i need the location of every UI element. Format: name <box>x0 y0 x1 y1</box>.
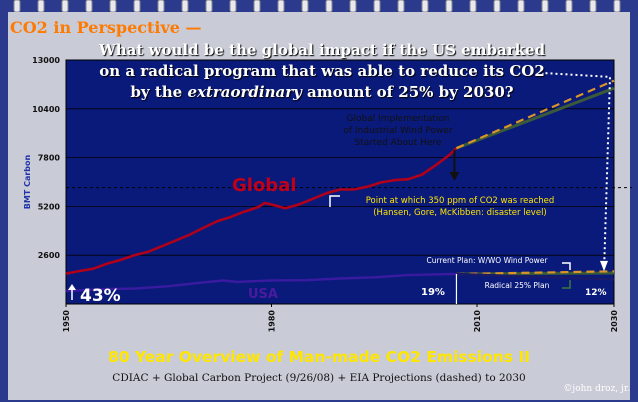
binder-ring <box>277 0 285 12</box>
binder-ring <box>325 0 333 12</box>
x-tick-label: 2030 <box>610 310 619 333</box>
binder-ring <box>541 0 549 12</box>
binder-ring <box>397 0 405 12</box>
binder-ring <box>613 0 621 12</box>
question-line-3: by the extraordinary amount of 25% by 20… <box>130 83 514 101</box>
binder-ring <box>565 0 573 12</box>
plot-area <box>65 59 615 305</box>
binder-ring <box>37 0 45 12</box>
series-radical-plan-line <box>456 272 615 281</box>
y-tick-label: 5200 <box>38 202 61 211</box>
x-tick-label: 1950 <box>62 310 71 333</box>
binder-ring <box>373 0 381 12</box>
binder-ring <box>157 0 165 12</box>
y-tick-label: 7800 <box>38 154 61 163</box>
question-text: What would be the global impact if the U… <box>92 40 552 103</box>
emphasis-word: extraordinary <box>187 83 302 101</box>
radical-plan-bracket <box>562 280 571 289</box>
wind-note-line-3: Started About Here <box>355 138 442 148</box>
binder-ring <box>517 0 525 12</box>
series-usa-line <box>65 272 457 293</box>
copyright-text: ©john droz, jr. <box>563 384 630 394</box>
series-global-line <box>65 147 458 275</box>
binder-ring <box>589 0 597 12</box>
label-global: Global <box>232 175 297 196</box>
binder-ring <box>205 0 213 12</box>
binder-ring <box>445 0 453 12</box>
dotted-arrow-head <box>600 260 608 272</box>
slide-title: CO2 in Perspective — <box>10 18 202 37</box>
binder-ring <box>181 0 189 12</box>
binder-rings <box>13 0 621 12</box>
up-arrow-43-head <box>68 284 76 290</box>
y-tick-label: 10400 <box>32 105 60 114</box>
radical-plan-label: Radical 25% Plan <box>485 281 550 290</box>
binder-ring <box>421 0 429 12</box>
ppm-note-line-1: Point at which 350 ppm of CO2 was reache… <box>366 196 555 206</box>
ppm-note-bracket <box>329 195 340 207</box>
binder-ring <box>469 0 477 12</box>
series-wind-power-line <box>455 86 615 150</box>
current-plan-label: Current Plan: W/WO Wind Power <box>427 256 549 265</box>
ppm-note-line-2: (Hansen, Gore, McKibben: disaster level) <box>373 208 547 218</box>
dotted-comparison-arrow <box>545 72 612 273</box>
question-line-2: on a radical program that was able to re… <box>99 62 545 80</box>
binder-ring <box>133 0 141 12</box>
footer-title: 80 Year Overview of Man-made CO2 Emissio… <box>107 348 530 366</box>
question-line-1: What would be the global impact if the U… <box>98 41 546 59</box>
binder-ring <box>229 0 237 12</box>
x-tick-label: 2010 <box>473 310 482 333</box>
binder-ring <box>13 0 21 12</box>
wind-note-line-2: of Industrial Wind Power <box>343 126 453 136</box>
percent-12: 12% <box>585 288 607 298</box>
binder-ring <box>253 0 261 12</box>
series-usa-projection-dashed <box>456 270 615 276</box>
wind-note-arrow-head <box>449 172 460 181</box>
footer-subtitle: CDIAC + Global Carbon Project (9/26/08) … <box>112 372 526 384</box>
binder-ring <box>349 0 357 12</box>
current-plan-bracket <box>562 262 571 270</box>
percent-19: 19% <box>421 287 445 298</box>
percent-43: 43% <box>80 286 121 306</box>
y-tick-label: 2600 <box>38 251 61 260</box>
series-global-projection-dashed <box>455 79 615 150</box>
binder-ring <box>301 0 309 12</box>
wind-note-line-1: Global Implementation <box>346 114 449 124</box>
binder-ring <box>85 0 93 12</box>
binder-ring <box>109 0 117 12</box>
binder-ring <box>61 0 69 12</box>
y-tick-label: 13000 <box>32 56 60 65</box>
label-usa: USA <box>248 287 278 302</box>
y-axis-label: BMT Carbon <box>23 154 32 209</box>
x-tick-label: 1980 <box>268 310 277 333</box>
binder-ring <box>493 0 501 12</box>
